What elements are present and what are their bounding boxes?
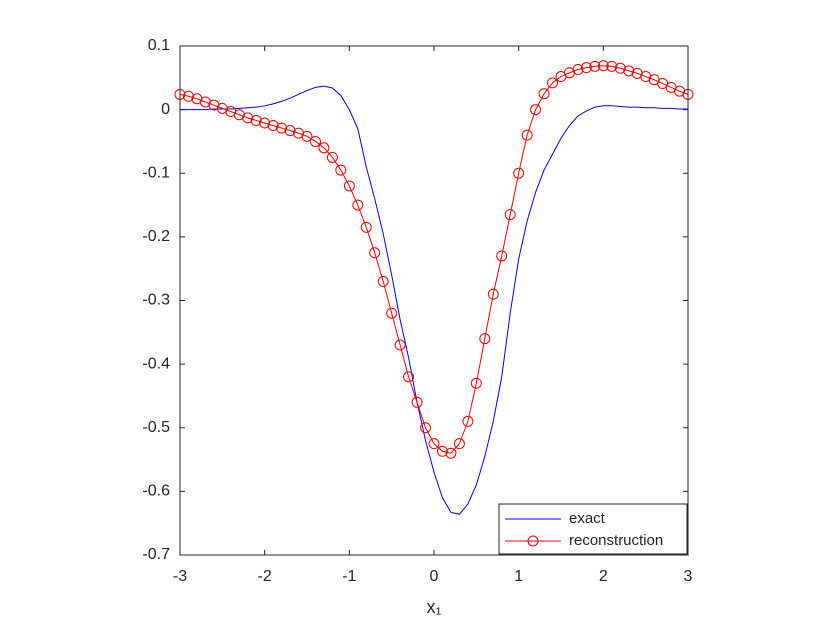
series-line — [180, 85, 688, 515]
marker — [284, 125, 296, 137]
marker — [182, 90, 194, 102]
marker — [335, 164, 347, 176]
marker — [411, 396, 423, 408]
marker — [445, 447, 457, 459]
x-tick-label: -3 — [173, 568, 187, 585]
x-tick-label: -1 — [342, 568, 356, 585]
y-tick-label: -0.2 — [142, 228, 170, 245]
marker — [589, 60, 601, 72]
y-tick-label: -0.1 — [142, 164, 170, 181]
marker — [597, 60, 609, 72]
marker — [318, 142, 330, 154]
marker — [530, 104, 542, 116]
x-axis-label: x₁ — [426, 597, 441, 617]
marker — [513, 167, 525, 179]
y-tick-label: -0.6 — [142, 483, 170, 500]
marker — [606, 60, 618, 72]
marker — [580, 62, 592, 74]
marker — [403, 371, 415, 383]
marker — [343, 180, 355, 192]
marker — [538, 88, 550, 100]
marker — [250, 114, 262, 126]
legend-label: exact — [569, 510, 606, 527]
marker — [420, 422, 432, 434]
marker — [276, 122, 288, 134]
y-tick-label: -0.5 — [142, 419, 170, 436]
marker — [479, 333, 491, 345]
marker — [352, 199, 364, 211]
marker — [369, 247, 381, 259]
marker — [259, 117, 271, 129]
marker — [360, 221, 372, 233]
marker — [614, 62, 626, 74]
marker — [242, 112, 254, 124]
marker — [326, 151, 338, 163]
marker — [436, 445, 448, 457]
y-tick-label: -0.3 — [142, 292, 170, 309]
x-tick-label: -2 — [258, 568, 272, 585]
x-tick-label: 1 — [514, 568, 523, 585]
series-line — [179, 65, 689, 454]
marker — [572, 64, 584, 76]
x-tick-label: 2 — [599, 568, 608, 585]
marker — [428, 438, 440, 450]
marker — [487, 288, 499, 300]
marker — [453, 438, 465, 450]
marker — [547, 77, 559, 89]
marker — [504, 209, 516, 221]
plot-frame — [179, 45, 689, 556]
y-tick-label: 0.1 — [148, 37, 170, 54]
marker — [470, 377, 482, 389]
marker — [462, 415, 474, 427]
marker — [394, 339, 406, 351]
x-tick-label: 0 — [430, 568, 439, 585]
marker — [496, 250, 508, 262]
marker — [267, 120, 279, 132]
y-tick-label: -0.7 — [142, 546, 170, 563]
legend-label: reconstruction — [569, 532, 663, 549]
y-tick-label: 0 — [161, 101, 170, 118]
marker — [309, 135, 321, 147]
marker — [377, 275, 389, 287]
y-tick-label: -0.4 — [142, 355, 170, 372]
marker — [386, 307, 398, 319]
marker — [623, 65, 635, 77]
marker — [521, 129, 533, 141]
legend-marker — [527, 535, 539, 547]
marker — [301, 130, 313, 142]
x-tick-label: 3 — [684, 568, 693, 585]
